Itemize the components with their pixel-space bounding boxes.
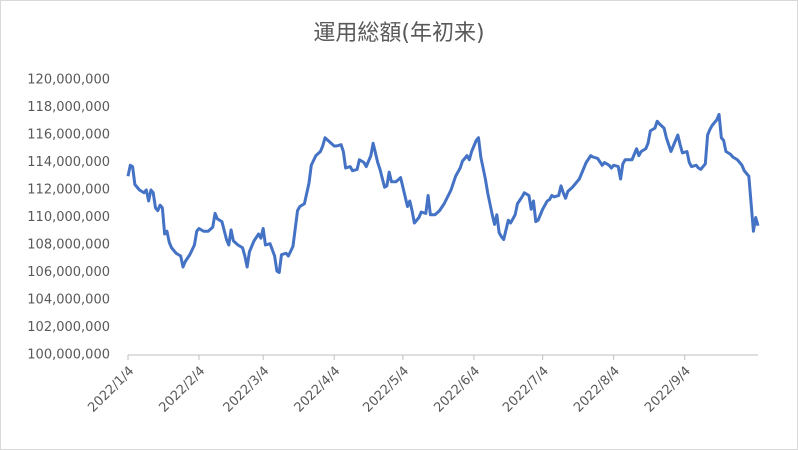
y-tick-label: 112,000,000 bbox=[27, 183, 110, 198]
y-tick-label: 116,000,000 bbox=[27, 128, 110, 143]
y-tick-label: 108,000,000 bbox=[27, 238, 110, 253]
y-tick-label: 114,000,000 bbox=[27, 155, 110, 170]
y-tick-label: 102,000,000 bbox=[27, 320, 110, 335]
y-tick-label: 110,000,000 bbox=[27, 210, 110, 225]
chart-title: 運用総額(年初来) bbox=[313, 21, 484, 46]
data-line bbox=[126, 112, 760, 274]
y-tick-label: 120,000,000 bbox=[27, 73, 110, 88]
y-tick-label: 106,000,000 bbox=[27, 265, 110, 280]
y-tick-label: 104,000,000 bbox=[27, 293, 110, 308]
y-tick-label: 118,000,000 bbox=[27, 100, 110, 115]
y-tick-label: 100,000,000 bbox=[27, 348, 110, 363]
